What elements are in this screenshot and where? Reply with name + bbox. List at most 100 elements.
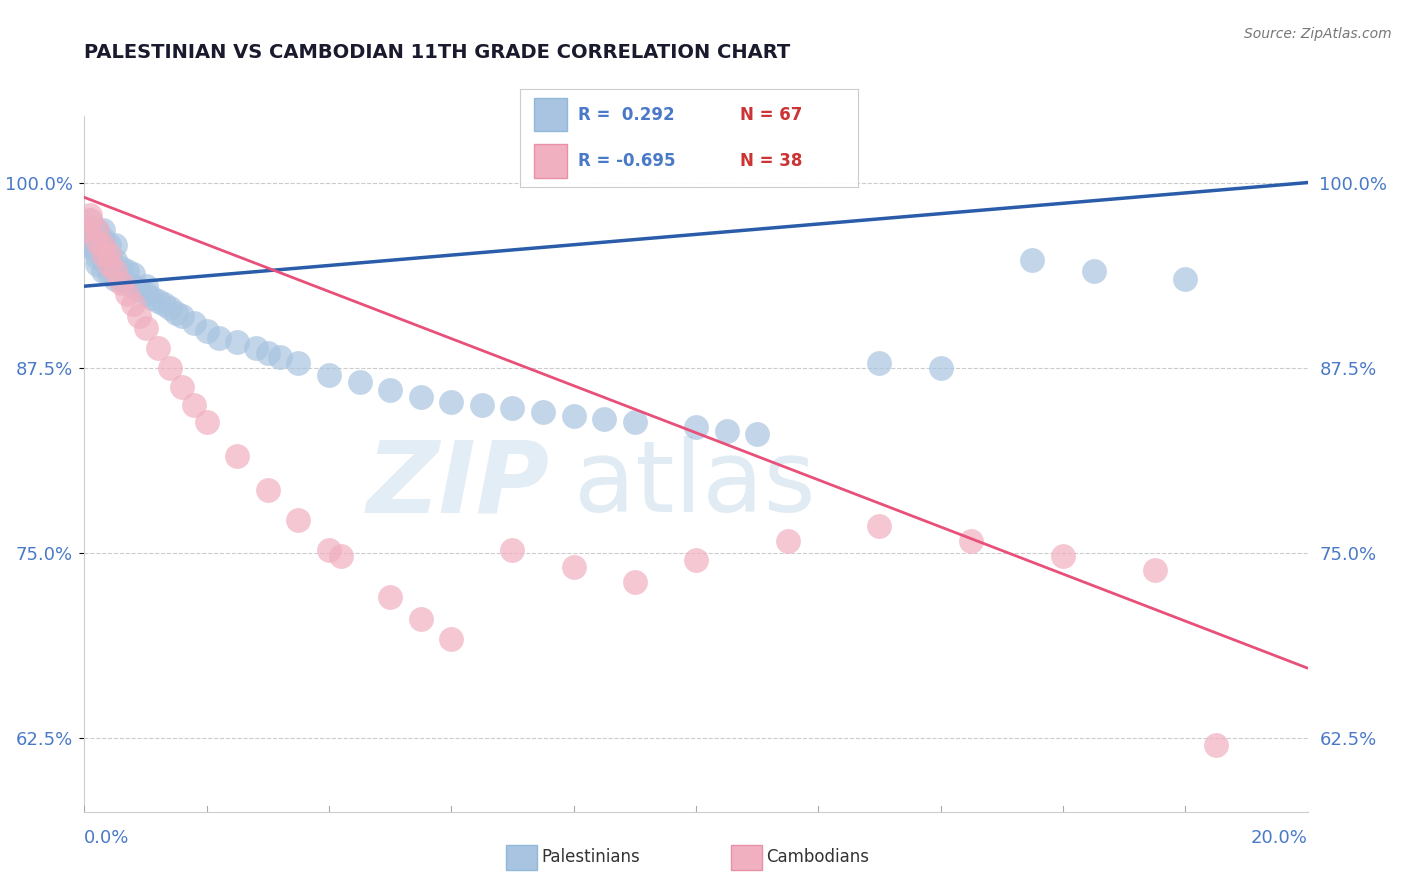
Point <box>97 257 120 271</box>
Point <box>86 223 108 237</box>
Point <box>165 306 187 320</box>
Text: 0.0%: 0.0% <box>84 830 129 847</box>
Point <box>409 612 432 626</box>
Point <box>226 335 249 350</box>
Point <box>135 279 157 293</box>
Point <box>159 360 181 375</box>
Point <box>747 427 769 442</box>
Point <box>208 331 231 345</box>
Point <box>97 261 120 276</box>
Text: N = 67: N = 67 <box>740 106 801 124</box>
FancyBboxPatch shape <box>534 98 568 131</box>
Point <box>110 261 132 276</box>
Text: R =  0.292: R = 0.292 <box>578 106 675 124</box>
Point <box>245 342 267 356</box>
Point <box>104 272 127 286</box>
Point <box>380 590 402 604</box>
Point <box>257 346 280 360</box>
Point <box>110 277 132 291</box>
Point <box>1021 252 1043 267</box>
Point <box>135 320 157 334</box>
Point <box>502 401 524 415</box>
Point <box>146 342 169 356</box>
Point <box>195 416 218 430</box>
Point <box>97 250 120 264</box>
Point <box>76 223 98 237</box>
Point <box>104 252 127 267</box>
Point <box>269 351 291 365</box>
Point <box>97 246 120 260</box>
Point <box>685 420 707 434</box>
Point <box>502 542 524 557</box>
Point <box>869 356 891 370</box>
Point <box>83 242 105 256</box>
Point <box>226 450 249 464</box>
Point <box>318 368 340 382</box>
Point <box>91 246 114 260</box>
Point <box>624 416 647 430</box>
Text: PALESTINIAN VS CAMBODIAN 11TH GRADE CORRELATION CHART: PALESTINIAN VS CAMBODIAN 11TH GRADE CORR… <box>84 44 790 62</box>
Text: ZIP: ZIP <box>366 436 550 533</box>
Point <box>86 227 108 242</box>
Point <box>86 223 108 237</box>
Point <box>195 324 218 338</box>
Point <box>318 542 340 557</box>
Point <box>79 212 101 227</box>
Point <box>79 232 101 246</box>
Point <box>86 257 108 271</box>
Point <box>562 560 585 574</box>
Point <box>330 549 353 563</box>
Point <box>91 246 114 260</box>
Point <box>91 264 114 278</box>
Text: Source: ZipAtlas.com: Source: ZipAtlas.com <box>1244 27 1392 41</box>
Point <box>287 356 309 370</box>
Point <box>86 237 108 252</box>
FancyBboxPatch shape <box>534 145 568 178</box>
Point <box>110 272 132 286</box>
Point <box>869 519 891 533</box>
Point <box>440 394 463 409</box>
Point <box>97 237 120 252</box>
Point <box>257 483 280 498</box>
Point <box>115 286 138 301</box>
Point <box>409 390 432 404</box>
Point <box>183 316 205 330</box>
Point <box>122 268 145 282</box>
Text: Palestinians: Palestinians <box>541 848 640 866</box>
Point <box>183 398 205 412</box>
Point <box>1174 272 1197 286</box>
Point <box>79 212 101 227</box>
Point <box>159 301 181 316</box>
Point <box>716 424 738 438</box>
Point <box>172 309 194 323</box>
Point <box>1205 738 1227 752</box>
Point <box>960 533 983 548</box>
Text: atlas: atlas <box>574 436 815 533</box>
Point <box>624 575 647 590</box>
Point <box>122 279 145 293</box>
Point <box>287 513 309 527</box>
Text: N = 38: N = 38 <box>740 152 801 169</box>
Point <box>91 237 114 252</box>
Point <box>91 252 114 267</box>
Point <box>929 360 952 375</box>
Point <box>86 250 108 264</box>
Point <box>104 264 127 278</box>
Point <box>76 237 98 252</box>
Point <box>141 291 163 305</box>
Point <box>115 277 138 291</box>
Point <box>172 380 194 394</box>
Point <box>86 235 108 249</box>
Point <box>562 409 585 424</box>
Point <box>1143 563 1166 577</box>
Point <box>685 553 707 567</box>
Point <box>593 412 616 426</box>
Point <box>1083 264 1105 278</box>
Point <box>128 309 150 323</box>
Point <box>79 235 101 249</box>
Text: Cambodians: Cambodians <box>766 848 869 866</box>
Point <box>146 293 169 308</box>
Text: R = -0.695: R = -0.695 <box>578 152 675 169</box>
Point <box>1052 549 1074 563</box>
Point <box>91 223 114 237</box>
